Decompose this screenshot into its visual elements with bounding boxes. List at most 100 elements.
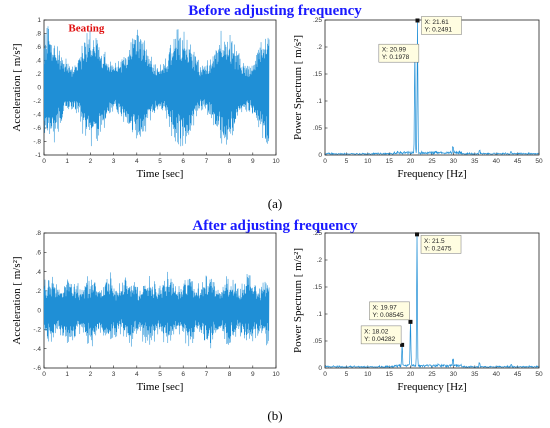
x-tick-label: 50 — [535, 158, 543, 165]
y-tick-label: 0 — [37, 85, 41, 92]
x-tick-label: 0 — [42, 371, 46, 378]
x-tick-label: 30 — [450, 371, 458, 378]
time-signal-chart-before: 0 1 2 3 4 5 6 7 8 9 10 -1 -.8 -.6 -.4 -.2 0 .2 .4 .6 .8 1 Time… — [11, 17, 280, 180]
datatip-x: X: 20.99 — [382, 47, 407, 54]
x-tick-label: 25 — [428, 158, 436, 165]
y-tick-label: .6 — [36, 249, 42, 256]
x-tick-label: 5 — [345, 158, 349, 165]
x-axis-label: Frequency [Hz] — [397, 381, 466, 393]
x-axis-label: Time [sec] — [137, 381, 184, 393]
x-tick-label: 35 — [471, 371, 479, 378]
x-tick-label: 50 — [535, 371, 543, 378]
y-axis-label: Power Spectrum [ m/s²] — [292, 35, 304, 140]
x-tick-label: 10 — [364, 158, 372, 165]
power-spectrum-chart-before: 0 5 10 15 20 25 30 35 40 45 50 0 .05 .1 .15 .2 .25 Freque… — [292, 16, 543, 180]
panel-label-b: (b) — [267, 408, 283, 423]
x-tick-label: 20 — [407, 158, 415, 165]
y-tick-label: .6 — [36, 44, 42, 51]
x-tick-label: 10 — [364, 371, 372, 378]
y-tick-label: .2 — [317, 257, 323, 264]
x-tick-label: 8 — [228, 371, 232, 378]
y-tick-label: .05 — [313, 338, 322, 345]
y-tick-label: .1 — [317, 98, 323, 105]
signal-trace — [43, 26, 270, 147]
figure-title-after: After adjusting frequency — [192, 218, 358, 234]
x-tick-label: 1 — [65, 158, 69, 165]
datatip-box — [360, 325, 402, 345]
datatip-y: Y: 0.2491 — [424, 26, 452, 33]
y-tick-label: .25 — [313, 230, 322, 237]
datatip-x: X: 18.02 — [364, 328, 389, 335]
datatip-box — [421, 16, 462, 35]
y-tick-label: .05 — [313, 125, 322, 132]
x-tick-label: 5 — [345, 371, 349, 378]
x-tick-label: 2 — [89, 158, 93, 165]
x-tick-label: 3 — [112, 371, 116, 378]
y-tick-label: -.6 — [33, 365, 41, 372]
plot-area — [324, 232, 540, 369]
y-tick-label: .8 — [36, 230, 42, 237]
x-axis-label: Frequency [Hz] — [397, 168, 466, 180]
y-tick-label: 1 — [37, 17, 41, 24]
y-tick-label: .15 — [313, 71, 322, 78]
y-tick-label: -.8 — [33, 139, 41, 146]
time-signal-chart-after: 0 1 2 3 4 5 6 7 8 9 10 -.6 -.4 -.2 0 .2 .4 .6 .8 Time [sec]… — [11, 230, 280, 393]
datatip-x: X: 19.97 — [372, 304, 397, 311]
peak-marker — [400, 342, 405, 347]
datatip-y: Y: 0.2475 — [424, 245, 452, 252]
signal-trace — [43, 271, 270, 349]
x-tick-label: 9 — [251, 158, 255, 165]
y-tick-label: -.2 — [33, 327, 41, 334]
y-tick-label: .2 — [36, 71, 42, 78]
datatip-x: X: 21.5 — [424, 238, 445, 245]
y-axis-label: Acceleration [ m/s²] — [11, 43, 23, 131]
panel-label-a: (a) — [267, 196, 283, 211]
y-axis-label: Acceleration [ m/s²] — [11, 256, 23, 344]
y-tick-label: .4 — [36, 58, 42, 65]
spectrum-trace — [324, 19, 539, 156]
datatip-box — [369, 301, 410, 321]
datatip-x: X: 21.61 — [424, 19, 449, 26]
y-tick-label: 0 — [37, 307, 41, 314]
x-tick-label: 40 — [493, 158, 501, 165]
x-tick-label: 4 — [135, 371, 139, 378]
datatip-box — [420, 235, 462, 254]
x-tick-label: 6 — [181, 371, 185, 378]
x-tick-label: 1 — [65, 371, 69, 378]
x-tick-label: 10 — [272, 158, 280, 165]
peak-marker — [415, 232, 420, 237]
datatip-y: Y: 0.1978 — [382, 54, 410, 61]
x-tick-label: 0 — [323, 371, 327, 378]
y-tick-label: .2 — [36, 288, 42, 295]
x-tick-label: 7 — [205, 158, 209, 165]
peak-marker — [408, 319, 413, 324]
x-tick-label: 9 — [251, 371, 255, 378]
beating-annotation: Beating — [68, 22, 105, 34]
peak-marker — [415, 18, 420, 23]
y-tick-label: -.4 — [33, 346, 41, 353]
y-tick-label: .15 — [313, 284, 322, 291]
x-tick-label: 15 — [386, 371, 394, 378]
y-tick-label: .2 — [317, 44, 323, 51]
x-tick-label: 15 — [386, 158, 394, 165]
x-tick-label: 5 — [158, 158, 162, 165]
y-axis-label: Power Spectrum [ m/s²] — [292, 248, 304, 353]
y-tick-label: .4 — [36, 269, 42, 276]
datatip-box — [378, 43, 420, 63]
x-tick-label: 20 — [407, 371, 415, 378]
x-tick-label: 4 — [135, 158, 139, 165]
x-tick-label: 8 — [228, 158, 232, 165]
datatip-y: Y: 0.08545 — [372, 312, 403, 319]
x-tick-label: 35 — [471, 158, 479, 165]
y-tick-label: -.6 — [33, 125, 41, 132]
y-tick-label: .1 — [317, 311, 323, 318]
x-tick-label: 45 — [514, 371, 522, 378]
x-tick-label: 40 — [493, 371, 501, 378]
y-tick-label: .8 — [36, 31, 42, 38]
x-tick-label: 45 — [514, 158, 522, 165]
x-axis-label: Time [sec] — [137, 168, 184, 180]
y-tick-label: -.4 — [33, 112, 41, 119]
y-tick-label: 0 — [318, 152, 322, 159]
spectrum-trace — [324, 232, 539, 369]
x-tick-label: 0 — [42, 158, 46, 165]
